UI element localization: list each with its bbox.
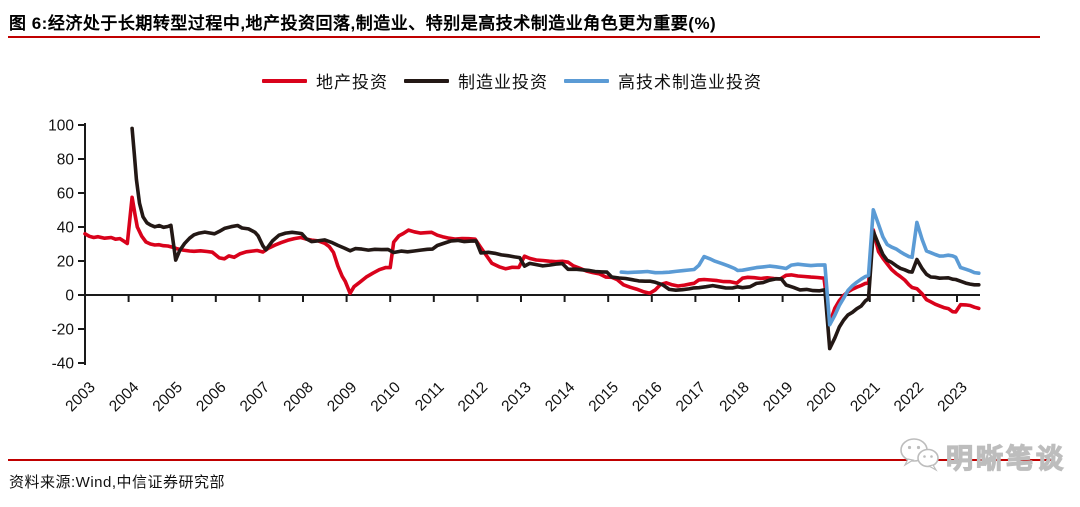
x-axis-label: 2013 bbox=[498, 379, 534, 415]
x-axis-label: 2022 bbox=[891, 379, 927, 415]
y-axis-label: 40 bbox=[57, 220, 75, 237]
x-axis-label: 2006 bbox=[193, 379, 229, 415]
real-estate-line-swatch bbox=[262, 78, 307, 83]
legend-item-real-estate: 地产投资 bbox=[262, 68, 388, 93]
figure-title: 图 6:经济处于长期转型过程中,地产投资回落,制造业、特别是高技术制造业角色更为… bbox=[9, 14, 717, 33]
x-axis-label: 2008 bbox=[280, 379, 316, 415]
x-axis-label: 2014 bbox=[542, 379, 579, 416]
source-note: 资料来源:Wind,中信证券研究部 bbox=[9, 474, 226, 491]
x-axis-label: 2004 bbox=[106, 379, 143, 416]
x-axis-label: 2003 bbox=[62, 379, 98, 415]
legend-label-hightech: 高技术制造业投资 bbox=[618, 73, 762, 92]
series-line-2 bbox=[619, 208, 981, 327]
x-axis-label: 2021 bbox=[847, 379, 883, 415]
x-axis-label: 2017 bbox=[673, 379, 709, 415]
y-axis-label: -40 bbox=[52, 356, 75, 373]
x-axis-label: 2015 bbox=[586, 379, 622, 415]
title-underline-rule bbox=[8, 36, 1040, 38]
x-axis-label: 2009 bbox=[324, 379, 360, 415]
y-axis-label: 80 bbox=[57, 152, 75, 169]
legend-label-manufacturing: 制造业投资 bbox=[458, 73, 548, 92]
watermark-text: 明晰笔谈 bbox=[945, 443, 1066, 474]
y-axis-label: 100 bbox=[48, 118, 74, 135]
y-axis-label: -20 bbox=[52, 322, 75, 339]
manufacturing-line-swatch bbox=[404, 78, 449, 83]
series-line-0 bbox=[83, 195, 981, 325]
x-axis-label: 2023 bbox=[934, 379, 970, 415]
y-axis-label: 20 bbox=[57, 254, 75, 271]
y-axis-label: 60 bbox=[57, 186, 75, 203]
footer-rule bbox=[8, 459, 1052, 461]
chart-legend: 地产投资 制造业投资 高技术制造业投资 bbox=[0, 68, 1080, 93]
x-axis-label: 2005 bbox=[150, 379, 186, 415]
x-axis-label: 2012 bbox=[455, 379, 491, 415]
legend-item-hightech: 高技术制造业投资 bbox=[564, 68, 762, 93]
y-axis-label: 0 bbox=[65, 288, 74, 305]
x-axis-label: 2007 bbox=[237, 379, 273, 415]
series-line-1 bbox=[130, 126, 981, 351]
x-axis-label: 2020 bbox=[804, 379, 841, 416]
x-axis-label: 2016 bbox=[629, 379, 665, 415]
hightech-line-swatch bbox=[564, 78, 609, 83]
legend-label-real-estate: 地产投资 bbox=[316, 73, 388, 92]
x-axis-label: 2010 bbox=[368, 379, 405, 416]
watermark: 明晰笔谈 bbox=[898, 436, 1066, 477]
wechat-icon bbox=[898, 436, 940, 477]
x-axis-label: 2019 bbox=[760, 379, 796, 415]
x-axis-label: 2018 bbox=[716, 379, 752, 415]
x-axis-label: 2011 bbox=[412, 379, 448, 415]
legend-item-manufacturing: 制造业投资 bbox=[404, 68, 548, 93]
